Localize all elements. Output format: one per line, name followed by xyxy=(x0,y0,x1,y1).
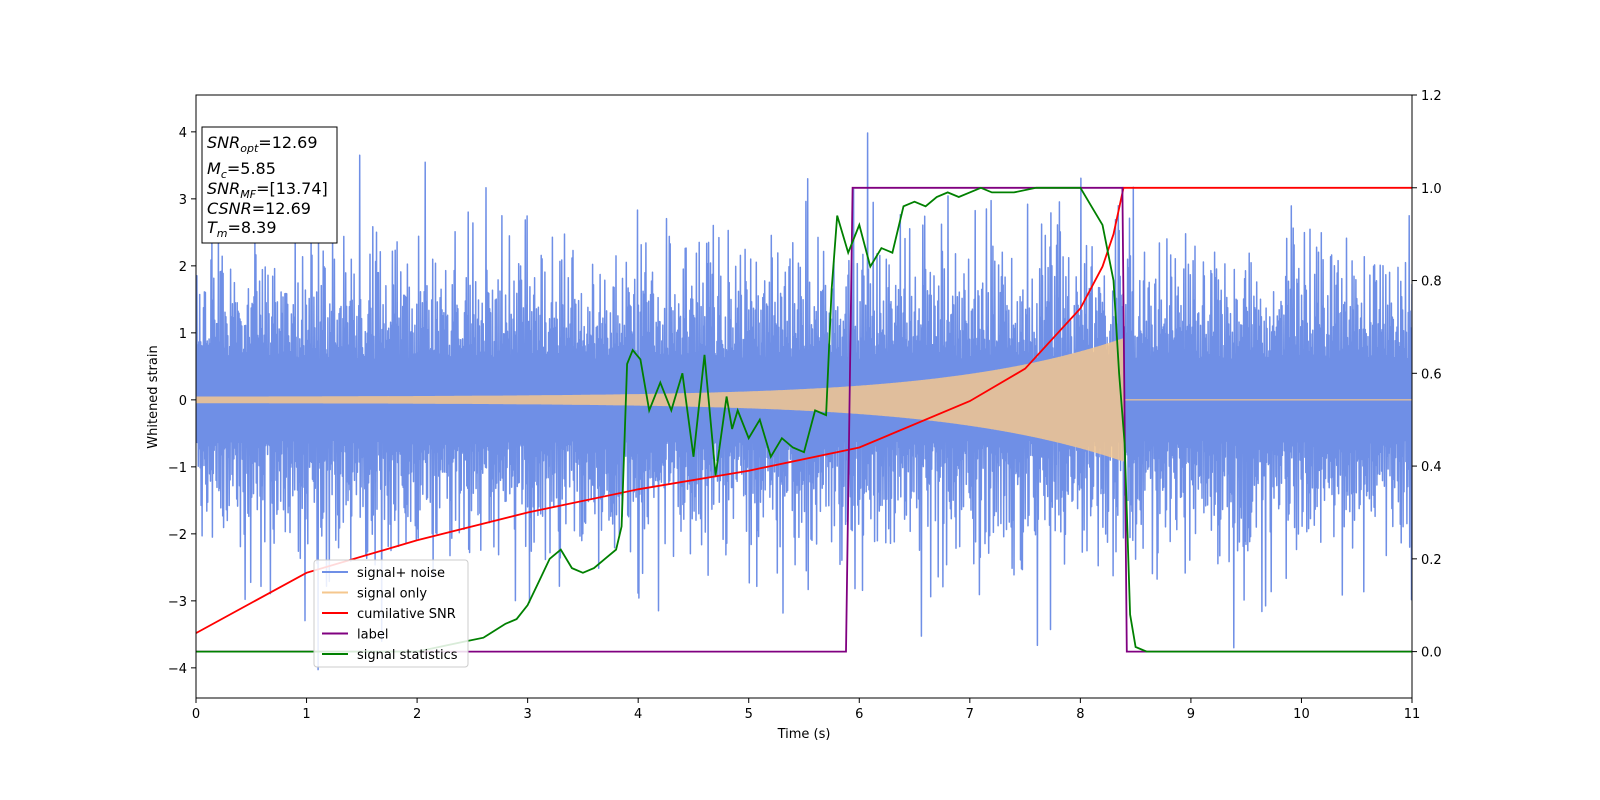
y-tick-label: 2 xyxy=(179,260,187,275)
x-axis: 0 1 2 3 4 5 6 7 8 9 10 11 xyxy=(192,698,1420,722)
y-tick-label: 3 xyxy=(179,193,187,208)
info-box-frame xyxy=(201,126,338,244)
x-tick-label: 8 xyxy=(1076,707,1084,722)
y2-tick-label: 1.0 xyxy=(1421,182,1442,197)
legend-label: label xyxy=(357,628,388,643)
x-tick-label: 3 xyxy=(523,707,531,722)
y-axis-right: 0.0 0.2 0.4 0.6 0.8 1.0 1.2 xyxy=(1412,89,1442,661)
legend-label: signal statistics xyxy=(357,648,458,663)
x-axis-label: Time (s) xyxy=(777,727,831,742)
x-tick-label: 9 xyxy=(1187,707,1195,722)
info-snr-opt-value: =12.69 xyxy=(258,133,317,152)
y-tick-label: 0 xyxy=(179,394,187,409)
y2-tick-label: 0.2 xyxy=(1421,553,1442,568)
x-tick-label: 5 xyxy=(745,707,753,722)
legend-label: signal+ noise xyxy=(357,566,445,581)
x-tick-label: 0 xyxy=(192,707,200,722)
cumulative-snr-line xyxy=(196,186,1412,634)
signal-only-line xyxy=(196,338,1412,462)
info-snr-mf-value: =[13.74] xyxy=(256,179,328,198)
info-snr-opt: SNRopt=12.69 xyxy=(207,133,318,155)
x-tick-label: 1 xyxy=(302,707,310,722)
y-tick-label: −3 xyxy=(168,595,187,610)
info-tm: Tm=8.39 xyxy=(207,218,277,240)
y2-tick-label: 0.4 xyxy=(1421,460,1442,475)
info-mc-value: =5.85 xyxy=(227,159,276,178)
y-axis-label: Whitened strain xyxy=(146,345,161,448)
plot-frame xyxy=(195,94,1413,699)
legend: signal+ noise signal only cumilative SNR la… xyxy=(313,559,469,668)
y-tick-label: 1 xyxy=(179,327,187,342)
y2-tick-label: 0.8 xyxy=(1421,275,1442,290)
signal-statistics-line xyxy=(196,186,1412,653)
y-axis-left: −4 −3 −2 −1 0 1 2 3 4 xyxy=(168,126,196,677)
y2-tick-label: 0.6 xyxy=(1421,367,1442,382)
x-tick-label: 7 xyxy=(966,707,974,722)
x-tick-label: 11 xyxy=(1404,707,1421,722)
y2-tick-label: 0.0 xyxy=(1421,646,1442,661)
y-tick-label: −2 xyxy=(168,528,187,543)
legend-frame xyxy=(313,559,469,668)
info-tm-value: =8.39 xyxy=(228,218,277,237)
x-tick-label: 4 xyxy=(634,707,642,722)
info-csnr-value: =12.69 xyxy=(252,199,311,218)
info-csnr: CSNR=12.69 xyxy=(207,199,311,218)
y-tick-label: 4 xyxy=(179,126,187,141)
y-tick-label: −4 xyxy=(168,662,187,677)
y-tick-label: −1 xyxy=(168,461,187,476)
info-snr-mf: SNRMF=[13.74] xyxy=(207,179,328,201)
info-box: SNRopt=12.69 Mc=5.85 SNRMF=[13.74] CSNR=… xyxy=(201,126,338,244)
signal-plus-noise-line xyxy=(196,132,1412,671)
plot-area xyxy=(196,132,1412,671)
x-tick-label: 10 xyxy=(1293,707,1310,722)
legend-label: signal only xyxy=(357,587,427,602)
x-tick-label: 6 xyxy=(855,707,863,722)
x-tick-label: 2 xyxy=(413,707,421,722)
info-mc: Mc=5.85 xyxy=(207,159,276,181)
y2-tick-label: 1.2 xyxy=(1421,89,1442,104)
legend-label: cumilative SNR xyxy=(357,607,456,622)
